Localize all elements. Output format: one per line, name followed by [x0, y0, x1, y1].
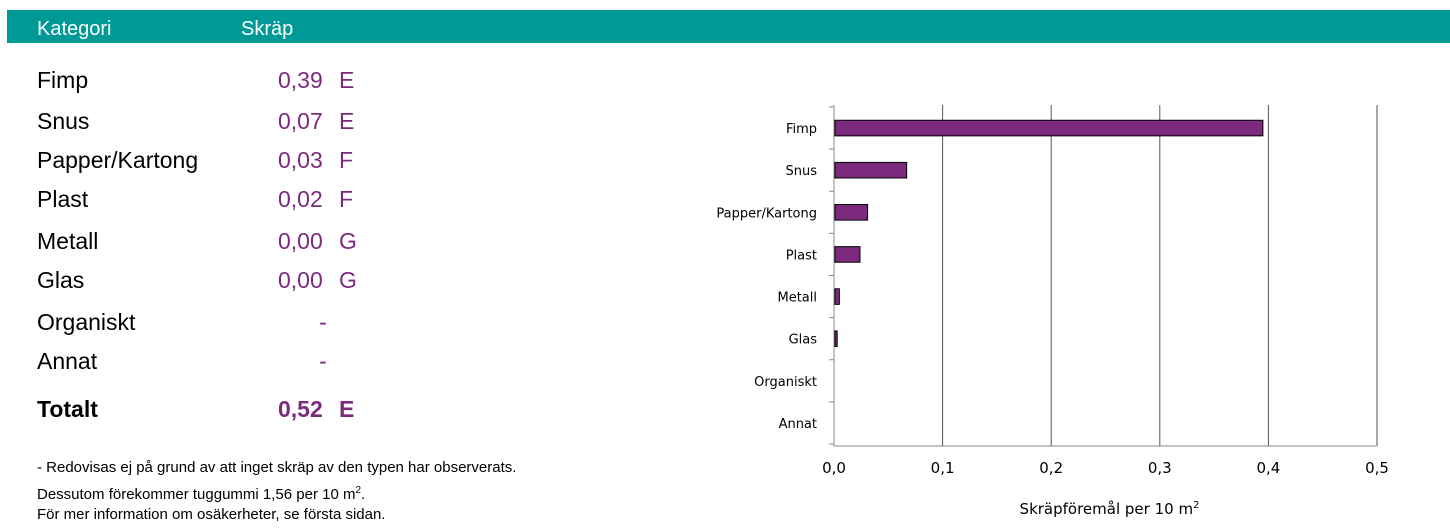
row-value-snus: 0,07	[278, 108, 323, 134]
header-litter: Skräp	[241, 18, 294, 40]
x-axis-title-superscript: 2	[1193, 500, 1199, 511]
footnote-chewing-gum: Dessutom förekommer tuggummi 1,56 per 10…	[37, 485, 365, 503]
category-label: Snus	[785, 164, 817, 179]
row-grade-snus: E	[339, 108, 355, 134]
row-label-glas: Glas	[37, 267, 85, 293]
x-tick-label: 0,1	[931, 459, 955, 477]
bar	[834, 119, 1264, 137]
row-grade-metall: G	[339, 228, 357, 254]
row-grade-glas: G	[339, 267, 357, 293]
x-tick-label: 0,0	[822, 459, 846, 477]
category-label: Metall	[777, 291, 817, 306]
chart-axes	[829, 105, 1377, 447]
row-value-papper: 0,03	[278, 147, 323, 173]
bar	[834, 161, 908, 179]
row-label-metall: Metall	[37, 228, 99, 254]
bar	[834, 330, 838, 347]
x-tick-label: 0,3	[1148, 459, 1172, 477]
footnote-not-observed: - Redovisas ej på grund av att inget skr…	[37, 459, 517, 476]
footnote-chewing-gum-sup: 2	[355, 485, 362, 496]
header-category: Kategori	[37, 18, 112, 40]
category-label: Annat	[779, 417, 817, 432]
row-value-metall: 0,00	[278, 228, 323, 254]
row-value-glas: 0,00	[278, 267, 323, 293]
row-value-plast: 0,02	[278, 186, 323, 212]
bar	[834, 246, 861, 263]
row-label-organiskt: Organiskt	[37, 309, 136, 335]
x-axis-title: Skräpföremål per 10 m2	[1020, 500, 1200, 518]
x-tick-label: 0,4	[1256, 459, 1280, 477]
header-bar	[7, 10, 1450, 43]
chart-labels: 0,0 0,1 0,2 0,3 0,4 0,5 Fimp Snus Papper/Kartong…	[716, 122, 1389, 518]
bar	[834, 204, 869, 221]
row-value-fimp: 0,39	[278, 67, 323, 93]
chart-gridlines	[942, 105, 1378, 446]
x-tick-label: 0,2	[1039, 459, 1063, 477]
row-value-annat: -	[319, 348, 327, 374]
row-grade-papper: F	[339, 147, 354, 173]
row-label-fimp: Fimp	[37, 67, 89, 93]
row-label-plast: Plast	[37, 186, 89, 212]
category-label: Papper/Kartong	[716, 206, 817, 221]
row-grade-plast: F	[339, 186, 354, 212]
x-tick-label: 0,5	[1365, 459, 1389, 477]
total-label: Totalt	[37, 396, 98, 422]
row-grade-fimp: E	[339, 67, 355, 93]
footnote-chewing-gum-end: .	[361, 486, 366, 503]
footnote-uncertainty: För mer information om osäkerheter, se f…	[37, 506, 386, 523]
category-label: Plast	[786, 248, 817, 263]
category-label: Fimp	[786, 122, 817, 137]
row-label-papper: Papper/Kartong	[37, 147, 199, 173]
total-value: 0,52	[278, 396, 323, 422]
row-label-snus: Snus	[37, 108, 90, 134]
row-value-organiskt: -	[319, 309, 327, 335]
bar	[834, 288, 840, 305]
row-label-annat: Annat	[37, 348, 98, 374]
total-grade: E	[339, 396, 355, 422]
footnote-chewing-gum-text: Dessutom förekommer tuggummi 1,56 per 10…	[37, 486, 356, 503]
chart-bars	[834, 119, 1264, 347]
category-label: Glas	[789, 333, 818, 348]
category-label: Organiskt	[754, 375, 817, 390]
